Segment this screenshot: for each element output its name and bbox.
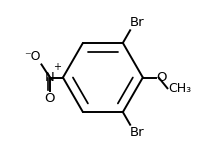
Text: Br: Br [130,126,145,139]
Text: Br: Br [130,16,145,29]
Text: O: O [157,71,167,84]
Text: +: + [53,62,61,72]
Text: ⁻O: ⁻O [24,50,41,63]
Text: O: O [45,92,55,105]
Text: N: N [45,71,55,84]
Text: CH₃: CH₃ [168,82,191,95]
